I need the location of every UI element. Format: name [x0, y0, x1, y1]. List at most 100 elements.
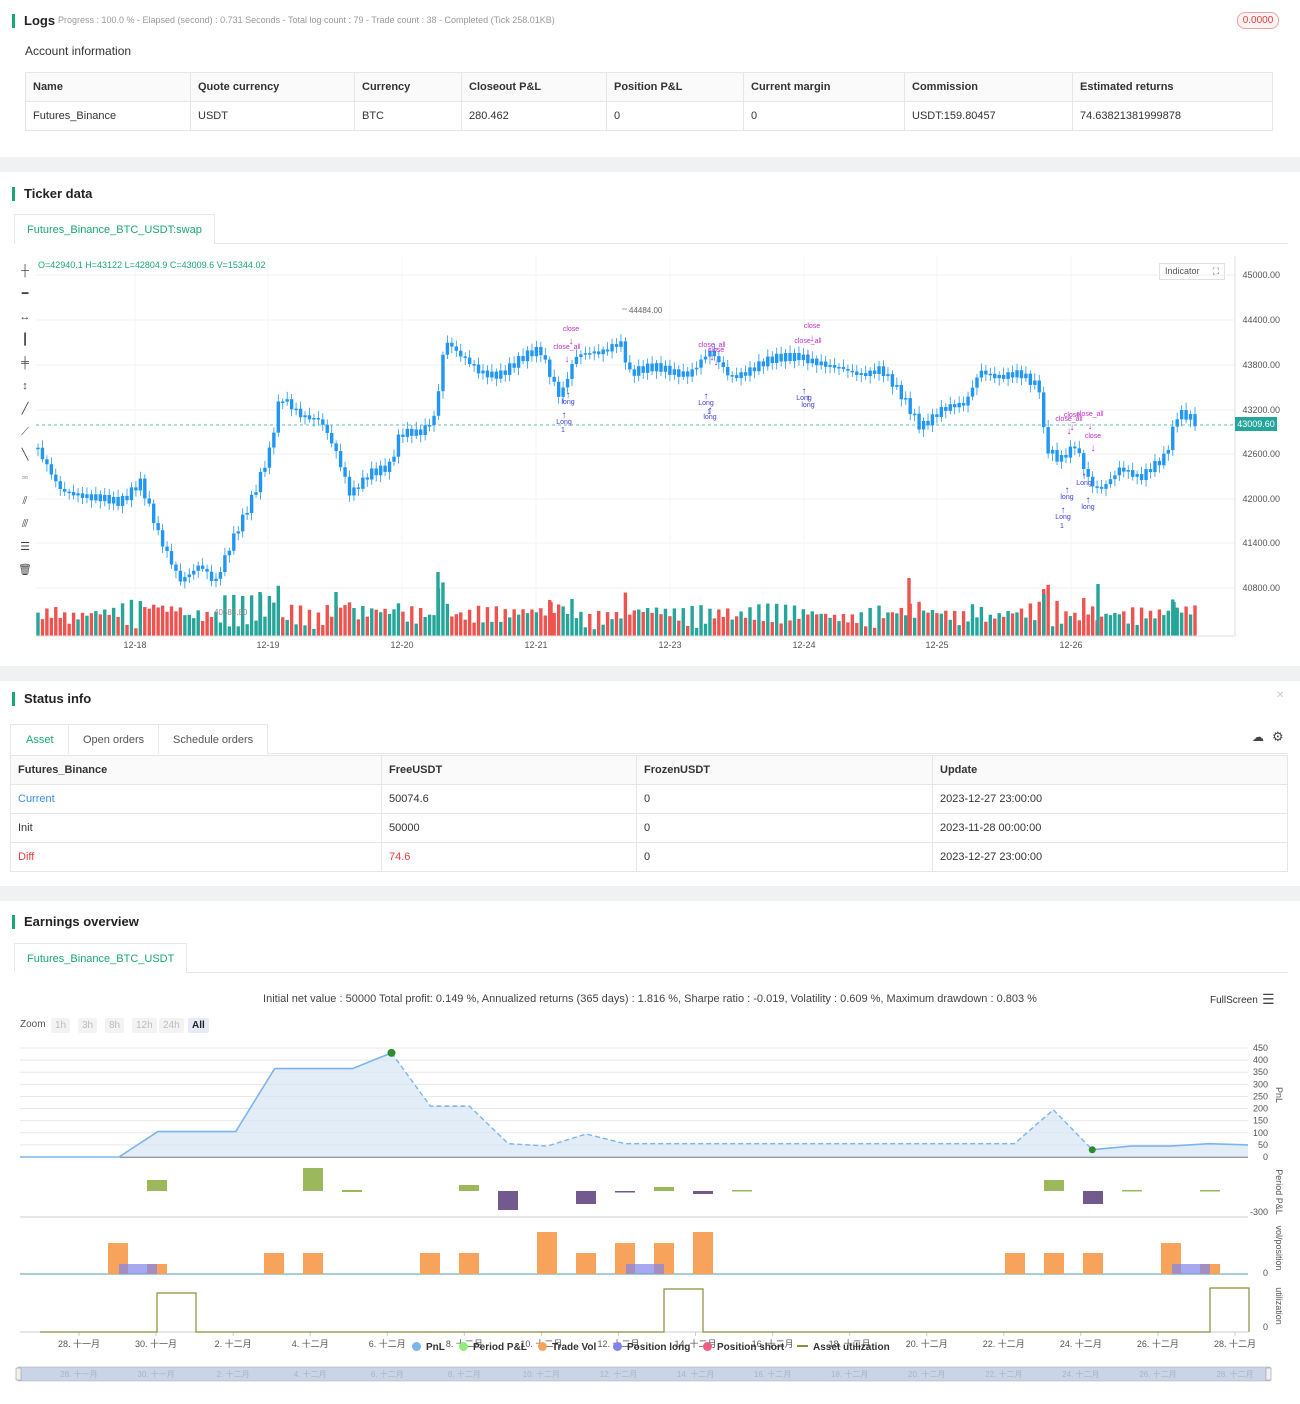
navigator-right-handle[interactable]	[1265, 1367, 1272, 1381]
candle-body	[209, 571, 214, 581]
volume-bar	[85, 615, 89, 636]
horizontal-ray-icon[interactable]: ↔	[19, 311, 31, 323]
zoom-3h-button[interactable]: 3h	[78, 1018, 98, 1033]
tab-open-orders[interactable]: Open orders	[68, 724, 160, 754]
candle-body	[396, 434, 401, 457]
fibonacci-icon[interactable]: ☰	[20, 541, 30, 553]
zoom-8h-button[interactable]: 8h	[105, 1018, 125, 1033]
legend-pnl[interactable]: PnL	[412, 1342, 445, 1353]
volume-bar	[316, 612, 321, 636]
y-tick-label: 43800.00	[1242, 360, 1280, 370]
legend-line-icon	[797, 1345, 808, 1347]
candle-body	[1179, 410, 1184, 420]
navigator-tick-label: 28. 十一月	[60, 1369, 97, 1379]
volume-bar	[1193, 605, 1197, 636]
volume-bar	[245, 624, 249, 636]
volume-bar	[961, 611, 966, 636]
asset-header-row: Futures_Binance FreeUSDT FrozenUSDT Upda…	[10, 755, 1288, 785]
volume-bar	[792, 605, 797, 636]
trade-vol-bar	[537, 1232, 557, 1274]
segment-icon[interactable]: ╲	[21, 449, 29, 461]
legend-asset-utilization[interactable]: Asset utilization	[797, 1342, 890, 1353]
price-line-icon[interactable]: ▫▫	[22, 473, 28, 482]
candle-body	[668, 365, 672, 375]
trade-vol-bar	[459, 1253, 479, 1274]
legend-position-long[interactable]: Position long	[613, 1342, 690, 1353]
volume-bar	[432, 615, 436, 636]
volume-bar	[352, 608, 356, 636]
candle-body	[321, 419, 325, 425]
candle-body	[432, 415, 436, 426]
tab-schedule-orders[interactable]: Schedule orders	[158, 724, 269, 754]
close-icon[interactable]: ✕	[1276, 690, 1285, 701]
candle-body	[80, 493, 85, 498]
pnl-tick-label: 300	[1253, 1079, 1268, 1089]
volume-bar	[160, 605, 165, 636]
candle-body	[895, 384, 899, 387]
y-tick-label: 41400.00	[1242, 538, 1280, 548]
candle-body	[645, 363, 650, 373]
tab-earnings-symbol[interactable]: Futures_Binance_BTC_USDT	[14, 943, 188, 973]
legend-trade-vol[interactable]: Trade Vol	[538, 1342, 596, 1353]
horizontal-line-icon[interactable]: ━	[21, 288, 29, 300]
candle-body	[58, 481, 62, 490]
cell: 0	[636, 784, 933, 814]
earnings-chart[interactable]: 450 400 350 300 250 200 150 100 50 0 28. 十一月 30. 十一…	[0, 1030, 1300, 1404]
zoom-12h-button[interactable]: 12h	[132, 1018, 157, 1033]
volume-bar	[312, 628, 316, 636]
volume-bar	[263, 616, 267, 636]
settings-gear-icon[interactable]: ⚙	[1272, 729, 1284, 744]
row-label-current: Current	[10, 784, 382, 814]
candle-body	[1033, 380, 1037, 385]
candle-body	[864, 373, 868, 377]
y-tick-label: 42000.00	[1242, 494, 1280, 504]
cell: 2023-12-27 23:00:00	[932, 784, 1288, 814]
cloud-download-icon[interactable]: ☁	[1252, 730, 1264, 744]
tab-asset[interactable]: Asset	[10, 724, 70, 754]
candle-body	[717, 356, 721, 363]
indicator-button[interactable]: Indicator ⛶	[1159, 263, 1225, 280]
table-row: Diff 74.6 0 2023-12-27 23:00:00	[10, 842, 1288, 872]
navigator-left-handle[interactable]	[15, 1367, 22, 1381]
ray-line-icon[interactable]: ⟋	[21, 426, 29, 438]
navigator-tick-label: 22. 十二月	[985, 1369, 1022, 1379]
parallel-line-icon[interactable]: ⫽	[22, 495, 28, 507]
vertical-line-icon[interactable]: ┃	[21, 334, 29, 346]
fullscreen-button[interactable]: FullScreen	[1210, 995, 1258, 1006]
candle-body	[708, 350, 712, 357]
candle-body	[614, 344, 619, 347]
volume-bar	[401, 611, 405, 636]
candle-body	[828, 364, 832, 367]
volume-bar	[1006, 611, 1010, 636]
candle-body	[178, 570, 183, 582]
candle-body	[623, 341, 628, 363]
candle-body	[165, 546, 169, 551]
tab-ticker-symbol[interactable]: Futures_Binance_BTC_USDT:swap	[14, 214, 215, 244]
pnl-tick-label: 350	[1253, 1067, 1268, 1077]
zoom-24h-button[interactable]: 24h	[159, 1018, 184, 1033]
zoom-all-button[interactable]: All	[188, 1018, 209, 1033]
crosshair-tool-icon[interactable]: ┼	[21, 265, 29, 277]
legend-period-pnl[interactable]: Period P&L	[459, 1342, 527, 1353]
candle-body	[111, 496, 116, 504]
candle-body	[249, 494, 254, 514]
trash-icon[interactable]: 🗑	[18, 564, 32, 576]
vertical-ray-icon[interactable]: ↕	[22, 380, 28, 392]
candlestick-chart[interactable]: close↓close_all↓close_all↓close↓close↓cl…	[0, 172, 1300, 666]
channel-icon[interactable]: ⫻	[21, 518, 29, 530]
x-tick-label: 12-24	[792, 640, 815, 650]
volume-bar	[1077, 620, 1081, 636]
volume-bar	[467, 609, 472, 636]
candle-body	[574, 356, 579, 365]
vertical-segment-icon[interactable]: ╪	[21, 357, 29, 369]
candle-body	[1042, 392, 1046, 428]
legend-position-short[interactable]: Position short	[703, 1342, 784, 1353]
zoom-1h-button[interactable]: 1h	[51, 1018, 71, 1033]
menu-icon[interactable]: ☰	[1262, 991, 1275, 1007]
candle-body	[334, 443, 338, 452]
legend-label: Trade Vol	[552, 1342, 597, 1353]
candle-body	[872, 370, 877, 374]
trend-line-icon[interactable]: ╱	[21, 403, 29, 415]
volume-bar	[788, 620, 792, 636]
candle-body	[641, 366, 645, 373]
